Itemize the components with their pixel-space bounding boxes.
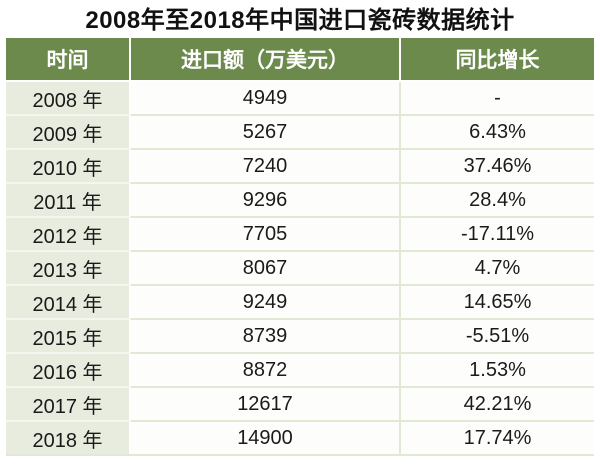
year-cell: 2012 年 [6,217,131,252]
table-row: 2010 年 7240 37.46% [6,149,594,184]
import-stats-table: 时间 进口额（万美元） 同比增长 2008 年 4949 - 2009 年 52… [6,38,594,456]
table-row: 2015 年 8739 -5.51% [6,319,594,354]
table-row: 2014 年 9249 14.65% [6,285,594,320]
header-import-value: 进口额（万美元） [129,38,400,82]
table-row: 2018 年 14900 17.74% [6,421,594,456]
growth-cell: 4.7% [399,251,594,286]
year-cell: 2013 年 [6,251,131,286]
growth-cell: -17.11% [399,217,594,252]
import-value-cell: 7705 [130,217,400,252]
table-row: 2016 年 8872 1.53% [6,353,594,388]
year-cell: 2016 年 [6,353,131,388]
year-cell: 2015 年 [6,319,131,354]
growth-cell: 1.53% [399,353,594,388]
growth-cell: 6.43% [399,115,594,150]
table-row: 2012 年 7705 -17.11% [6,217,594,252]
header-time: 时间 [6,38,130,82]
growth-cell: -5.51% [399,319,594,354]
import-value-cell: 8872 [130,353,400,388]
table-row: 2013 年 8067 4.7% [6,251,594,286]
growth-cell: 28.4% [399,183,594,218]
growth-cell: 37.46% [399,149,594,184]
import-value-cell: 9249 [130,285,400,320]
header-row: 时间 进口额（万美元） 同比增长 [6,38,594,82]
year-cell: 2009 年 [6,115,131,150]
table-body: 2008 年 4949 - 2009 年 5267 6.43% 2010 年 7… [6,81,594,456]
import-value-cell: 8739 [130,319,400,354]
page-title: 2008年至2018年中国进口瓷砖数据统计 [85,7,515,34]
year-cell: 2010 年 [6,149,131,184]
import-value-cell: 14900 [130,421,400,456]
growth-cell: 14.65% [399,285,594,320]
growth-cell: 17.74% [399,421,594,456]
table-header: 时间 进口额（万美元） 同比增长 [6,38,594,82]
year-cell: 2008 年 [6,81,131,116]
year-cell: 2017 年 [6,387,131,422]
growth-cell: 42.21% [399,387,594,422]
table-row: 2008 年 4949 - [6,81,594,116]
growth-cell: - [399,81,594,116]
import-value-cell: 12617 [130,387,400,422]
table-row: 2011 年 9296 28.4% [6,183,594,218]
year-cell: 2011 年 [6,183,131,218]
import-value-cell: 8067 [130,251,400,286]
import-value-cell: 9296 [130,183,400,218]
year-cell: 2014 年 [6,285,131,320]
import-value-cell: 5267 [130,115,400,150]
table-row: 2009 年 5267 6.43% [6,115,594,150]
year-cell: 2018 年 [6,421,131,456]
import-value-cell: 7240 [130,149,400,184]
header-yoy-growth: 同比增长 [399,38,594,82]
import-value-cell: 4949 [130,81,400,116]
table-row: 2017 年 12617 42.21% [6,387,594,422]
